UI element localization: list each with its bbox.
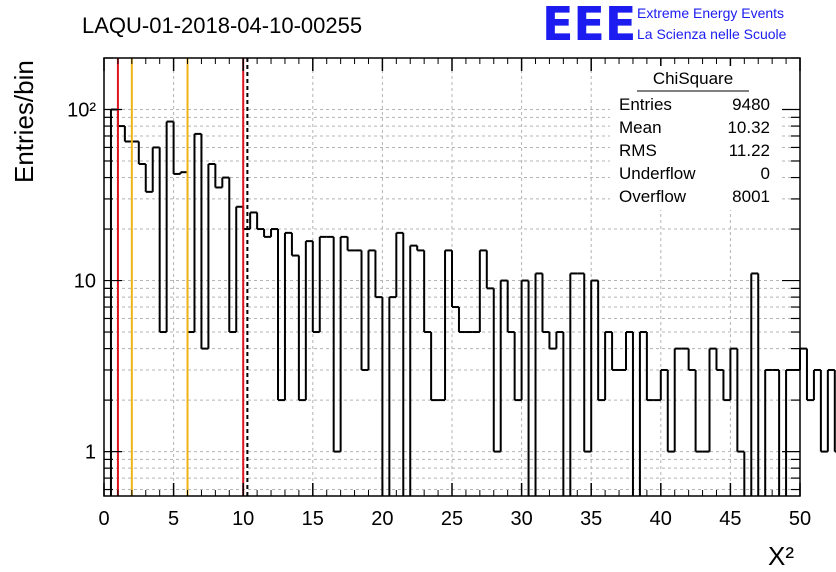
x-tick-label: 35	[580, 508, 602, 530]
stats-box-rows: Entries 9480 Mean 10.32 RMS 11.22 Underflow 0 Ov…	[619, 95, 770, 206]
x-tick-label: 15	[302, 508, 324, 530]
logo-subtitle-1: Extreme Energy Events	[637, 5, 784, 21]
x-tick-label: 0	[98, 508, 109, 530]
y-tick-label: 10²	[67, 99, 96, 121]
x-tick-label: 10	[232, 508, 254, 530]
x-tick-label: 25	[441, 508, 463, 530]
stats-row-label: Overflow	[619, 187, 687, 206]
stats-row-value: 11.22	[729, 141, 770, 160]
x-tick-label: 20	[371, 508, 393, 530]
stats-box: ChiSquare Entries 9480 Mean 10.32 RMS 11.22 Un…	[610, 66, 780, 210]
chart-title: LAQU-01-2018-04-10-00255	[82, 13, 362, 38]
vertical-markers	[116, 58, 249, 496]
x-tick-label: 30	[510, 508, 532, 530]
y-axis-label: Entries/bin	[9, 60, 39, 183]
stats-row-label: Entries	[619, 95, 672, 114]
stats-row-value: 8001	[732, 187, 770, 206]
y-tick-label: 10	[74, 271, 96, 293]
stats-box-background	[610, 66, 780, 210]
stats-row-value: 9480	[732, 95, 770, 114]
x-tick-label: 50	[789, 508, 811, 530]
x-axis-label: X²	[768, 541, 794, 571]
x-tick-label: 40	[650, 508, 672, 530]
stats-row-label: Underflow	[619, 164, 696, 183]
logo-subtitle-2: La Scienza nelle Scuole	[637, 26, 787, 42]
stats-row-value: 0	[761, 164, 770, 183]
stats-row-label: RMS	[619, 141, 657, 160]
stats-row-value: 10.32	[727, 118, 770, 137]
stats-box-title: ChiSquare	[653, 69, 733, 88]
stats-row-label: Mean	[619, 118, 662, 137]
histogram	[109, 108, 836, 496]
y-tick-label: 1	[85, 442, 96, 464]
x-tick-label: 5	[168, 508, 179, 530]
axis-ticks: 0 5 10 15 20 25 30 35 40 45 50 1 10 10²	[67, 57, 811, 530]
eee-logo: EEE	[542, 0, 636, 51]
x-tick-label: 45	[719, 508, 741, 530]
